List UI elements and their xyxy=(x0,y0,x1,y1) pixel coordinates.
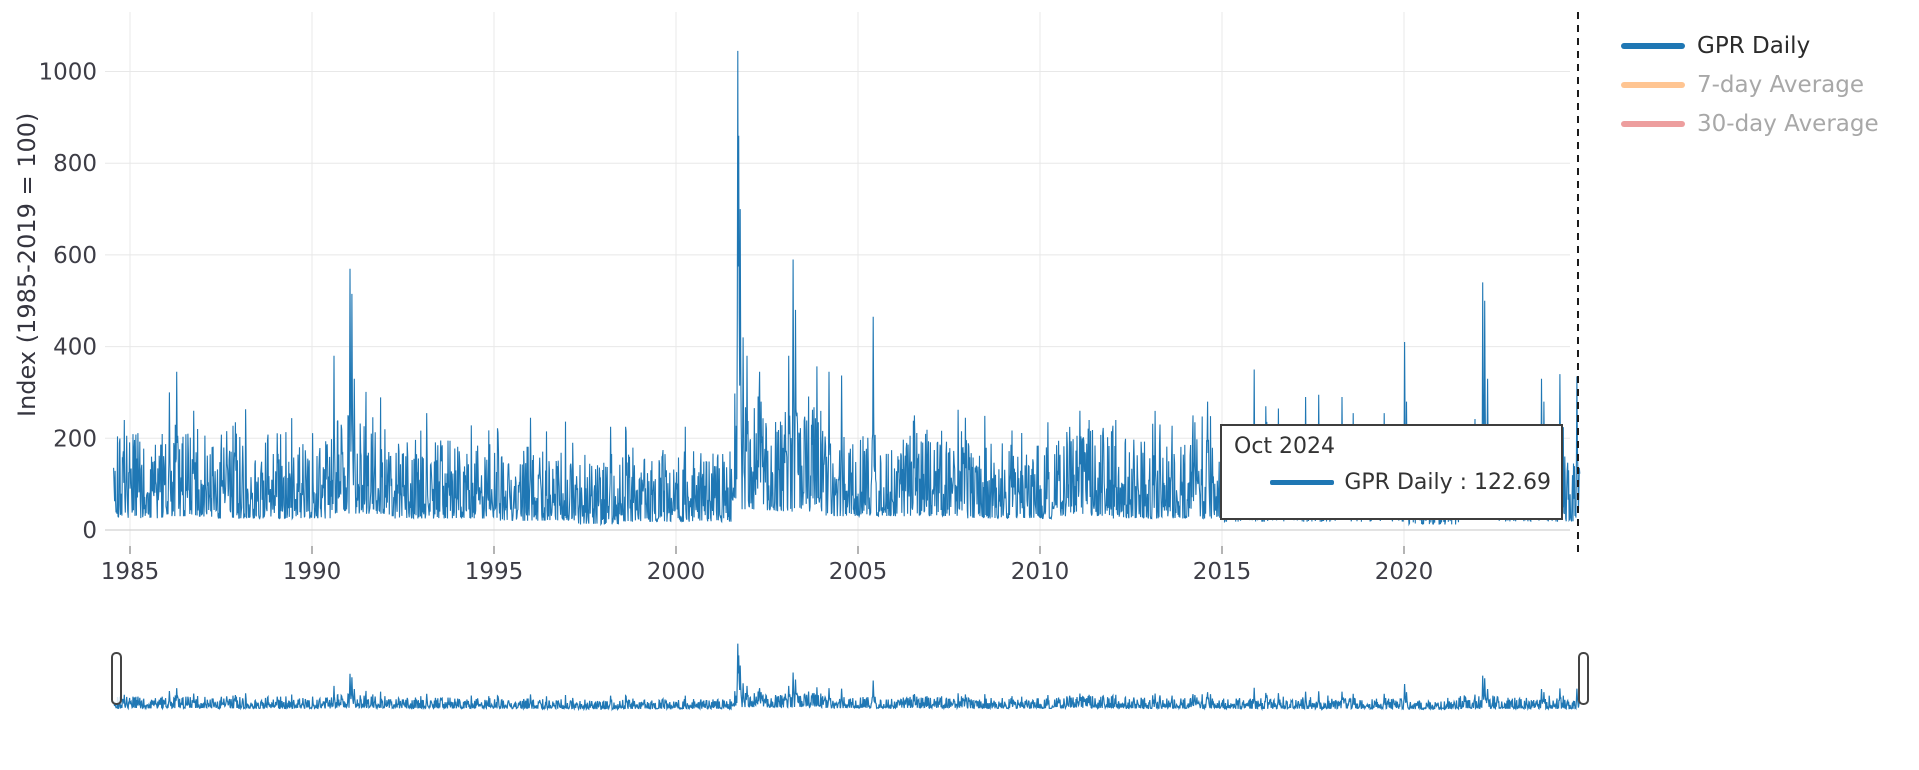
x-tick-label: 2000 xyxy=(647,559,706,585)
legend-label-30day-average: 30-day Average xyxy=(1697,111,1879,137)
7day-average-swatch-icon xyxy=(1621,82,1685,88)
y-tick-label: 400 xyxy=(53,335,97,361)
legend-item-7day-average[interactable]: 7-day Average xyxy=(1621,72,1879,98)
y-tick-label: 1000 xyxy=(38,60,97,86)
30day-average-swatch-icon xyxy=(1621,121,1685,127)
y-tick-label: 200 xyxy=(53,426,97,452)
x-tick-label: 1995 xyxy=(465,559,524,585)
tooltip-series-row: GPR Daily : 122.69 xyxy=(1234,470,1551,495)
rangeslider-left-handle[interactable] xyxy=(111,652,122,705)
x-tick-label: 2015 xyxy=(1193,559,1252,585)
rangeslider-right-handle[interactable] xyxy=(1578,652,1589,705)
y-tick-label: 800 xyxy=(53,151,97,177)
y-axis-title: Index (1985-2019 = 100) xyxy=(13,112,41,418)
x-tick-label: 2005 xyxy=(829,559,888,585)
legend: GPR Daily 7-day Average 30-day Average xyxy=(1621,33,1879,137)
tooltip-series-name: GPR Daily xyxy=(1344,470,1453,495)
tooltip-date: Oct 2024 xyxy=(1234,434,1336,459)
legend-label-gpr-daily: GPR Daily xyxy=(1697,33,1811,59)
legend-label-7day-average: 7-day Average xyxy=(1697,72,1864,98)
x-tick-label: 1990 xyxy=(283,559,342,585)
gpr-daily-swatch-icon xyxy=(1621,43,1685,49)
x-tick-label: 1985 xyxy=(101,559,160,585)
legend-item-gpr-daily[interactable]: GPR Daily xyxy=(1621,33,1879,59)
y-tick-label: 0 xyxy=(82,518,97,544)
x-tick-label: 2020 xyxy=(1375,559,1434,585)
tooltip-value: 122.69 xyxy=(1474,470,1551,495)
x-tick-label: 2010 xyxy=(1011,559,1070,585)
legend-item-30day-average[interactable]: 30-day Average xyxy=(1621,111,1879,137)
tooltip-series-swatch-icon xyxy=(1270,480,1335,485)
y-tick-label: 600 xyxy=(53,243,97,269)
hover-tooltip: Oct 2024 GPR Daily : 122.69 xyxy=(1220,424,1563,520)
tooltip-separator: : xyxy=(1452,470,1475,495)
rangeslider-series[interactable] xyxy=(113,643,1581,712)
